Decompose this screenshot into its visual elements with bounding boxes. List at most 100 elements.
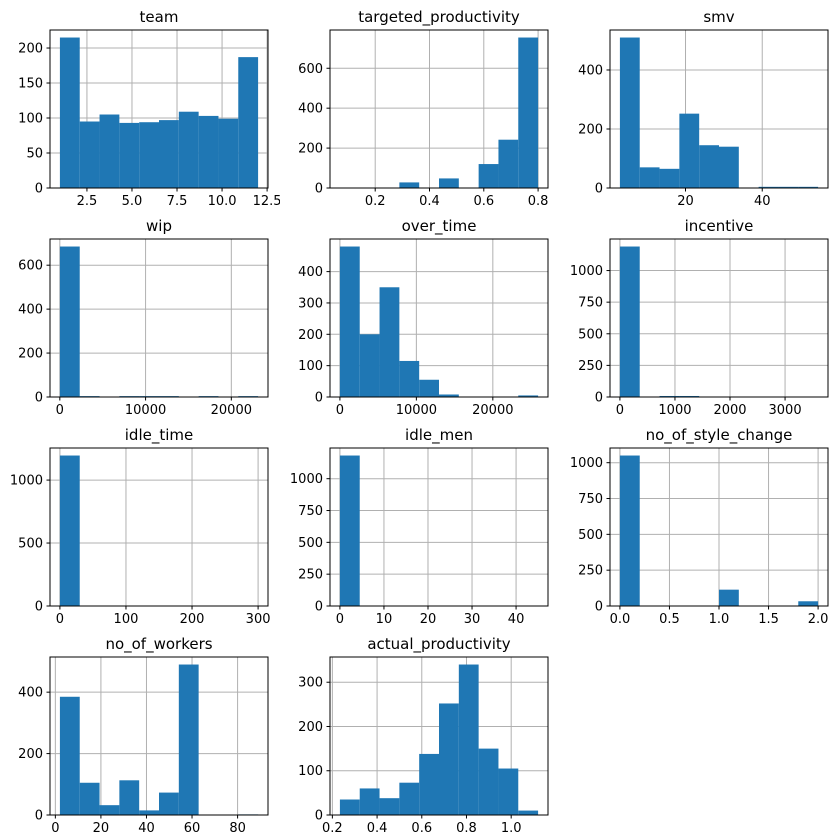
axes-spines: [329, 656, 549, 816]
x-tick-label: 1000: [658, 403, 691, 418]
histogram-bar: [679, 113, 700, 188]
histogram-bar: [359, 788, 380, 815]
histogram-bar: [478, 164, 499, 188]
x-tick-label: 0.4: [419, 194, 440, 209]
y-tick-label: 400: [298, 102, 323, 117]
x-tick-label: 0: [336, 612, 344, 627]
subplot-actual_productivity: 0.2 0.4 0.6 0.8 1.0 0 100 200 300 actual_producti…: [280, 627, 560, 836]
histogram-bar: [59, 455, 80, 606]
histogram-bar: [99, 114, 120, 188]
y-tick-label: 1000: [10, 474, 43, 489]
subplot-idle_time: 0 100 200 300 0 500 1000 idle_time: [0, 418, 280, 627]
x-tick-label: 0.8: [528, 194, 549, 209]
y-tick-label: 750: [578, 492, 603, 507]
x-tick-label: 0.0: [610, 612, 631, 627]
x-tick-label: 0.2: [322, 821, 343, 836]
x-tick-label: 2000: [713, 403, 746, 418]
subplot-title: team: [140, 8, 179, 26]
y-tick-label: 50: [26, 147, 43, 162]
histogram-bar: [798, 601, 819, 606]
y-tick-label: 0: [35, 600, 43, 615]
x-tick-label: 0: [56, 612, 64, 627]
x-tick-label: 0: [336, 403, 344, 418]
x-tick-label: 0.5: [659, 612, 680, 627]
histogram-bar: [59, 696, 80, 815]
histogram-bar: [419, 753, 439, 815]
histogram-bar: [498, 768, 519, 815]
histogram-bar: [699, 145, 719, 188]
x-tick-label: 0.6: [473, 194, 494, 209]
y-tick-label: 150: [18, 77, 43, 92]
subplot-title: targeted_productivity: [358, 8, 520, 27]
histogram-bar: [719, 146, 739, 188]
subplot-title: wip: [146, 217, 172, 235]
histogram-bar: [399, 782, 420, 815]
subplot-title: idle_men: [405, 426, 473, 445]
x-tick-label: 10000: [125, 403, 166, 418]
histogram-bar: [659, 395, 680, 397]
x-tick-label: 12.5: [253, 194, 280, 209]
histogram-bar: [659, 168, 680, 188]
y-tick-label: 0: [35, 809, 43, 824]
x-tick-label: 40: [754, 194, 771, 209]
histogram-bar: [99, 805, 120, 815]
y-tick-label: 250: [578, 564, 603, 579]
histogram-bar: [238, 57, 259, 188]
x-tick-label: 10: [376, 612, 393, 627]
x-tick-label: 300: [246, 612, 271, 627]
x-tick-label: 10000: [396, 403, 437, 418]
histogram-bar: [59, 246, 80, 397]
histogram-bar: [498, 139, 519, 188]
subplot-canvas: 0 20 40 60 80 0 200 400 no_of_workers: [18, 635, 269, 836]
axes-spines: [49, 29, 269, 189]
y-tick-label: 1000: [290, 472, 323, 487]
subplot-no_of_style_change: 0.0 0.5 1.0 1.5 2.0 0 250 500 750 1000 no_of_style…: [560, 418, 840, 627]
y-tick-label: 400: [298, 265, 323, 280]
subplot-targeted_productivity: 0.2 0.4 0.6 0.8 0 200 400 600 targeted_productiv…: [280, 0, 560, 209]
histogram-bar: [798, 186, 819, 188]
y-tick-label: 500: [578, 327, 603, 342]
x-tick-label: 2.0: [808, 612, 829, 627]
x-tick-label: 0: [616, 403, 624, 418]
axes-spines: [49, 656, 269, 816]
y-tick-label: 0: [595, 391, 603, 406]
histogram-bar: [458, 664, 479, 815]
subplot-team: 2.5 5.0 7.5 10.0 12.5 0 50 100 150 200 team: [0, 0, 281, 209]
histogram-bar: [159, 120, 179, 188]
y-tick-label: 750: [578, 296, 603, 311]
y-tick-label: 0: [595, 182, 603, 197]
y-tick-label: 200: [578, 122, 603, 137]
histogram-bar: [719, 589, 739, 606]
y-tick-label: 200: [18, 347, 43, 362]
y-tick-label: 500: [298, 536, 323, 551]
y-tick-label: 200: [18, 747, 43, 762]
subplot-title: incentive: [685, 217, 754, 235]
histogram-bar: [79, 782, 100, 815]
subplot-incentive: 0 1000 2000 3000 0 250 500 750 1000 incentive: [560, 209, 840, 418]
x-tick-label: 0.6: [411, 821, 432, 836]
histogram-bar: [119, 780, 140, 815]
histogram-bar: [518, 810, 539, 815]
x-tick-label: 1.0: [709, 612, 730, 627]
y-tick-label: 0: [315, 600, 323, 615]
histogram-bar: [679, 395, 700, 397]
x-tick-label: 5.0: [122, 194, 143, 209]
subplot-no_of_workers: 0 20 40 60 80 0 200 400 no_of_workers: [0, 627, 280, 836]
x-tick-label: 40: [508, 612, 525, 627]
y-tick-label: 600: [298, 62, 323, 77]
histogram-bar: [119, 122, 140, 188]
histogram-bar: [359, 334, 380, 397]
histogram-bar: [218, 118, 239, 188]
x-tick-label: 0.8: [456, 821, 477, 836]
histogram-bar: [399, 182, 420, 188]
histogram-bar: [619, 246, 640, 397]
x-tick-label: 20: [677, 194, 694, 209]
subplot-wip: 0 10000 20000 0 200 400 600 wip: [0, 209, 280, 418]
histogram-bar: [639, 167, 660, 188]
subplot-canvas: 0 10000 20000 0 100 200 300 400 over_time: [298, 217, 549, 418]
subplot-canvas: 0 10000 20000 0 200 400 600 wip: [18, 217, 269, 418]
histogram-bar: [478, 748, 499, 815]
histogram-bar: [419, 379, 439, 397]
